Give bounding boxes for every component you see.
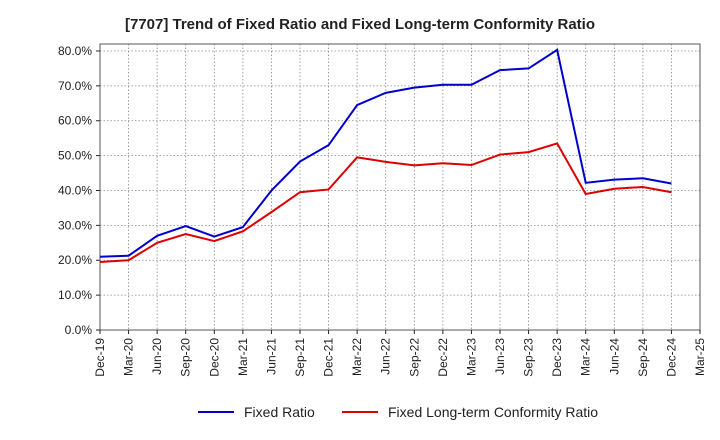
y-tick-label: 60.0%: [58, 114, 92, 128]
x-tick-label: Jun-23: [493, 338, 507, 375]
x-tick-label: Jun-21: [264, 338, 278, 375]
legend-label-fixed-long-term-conformity-ratio: Fixed Long-term Conformity Ratio: [388, 404, 599, 420]
legend-item-fixed-ratio: Fixed Ratio: [198, 404, 315, 420]
y-tick-label: 0.0%: [65, 323, 93, 337]
y-tick-label: 30.0%: [58, 218, 92, 232]
x-tick-label: Mar-23: [464, 338, 478, 376]
y-tick-label: 40.0%: [58, 183, 92, 197]
x-tick-label: Mar-20: [122, 338, 136, 376]
series-line-fixed-long-term-conformity-ratio: [99, 142, 672, 263]
x-tick-label: Mar-24: [579, 338, 593, 376]
x-tick-label: Dec-20: [207, 338, 221, 377]
legend: Fixed Ratio Fixed Long-term Conformity R…: [0, 404, 720, 428]
y-tick-label: 20.0%: [58, 253, 92, 267]
series-line-fixed-ratio: [99, 48, 672, 258]
x-tick-label: Jun-22: [379, 338, 393, 375]
x-tick-label: Dec-22: [436, 338, 450, 377]
legend-item-fixed-long-term-conformity-ratio: Fixed Long-term Conformity Ratio: [342, 404, 598, 420]
y-tick-label: 80.0%: [58, 44, 92, 58]
x-tick-label: Mar-21: [236, 338, 250, 376]
x-tick-label: Sep-20: [179, 338, 193, 377]
x-tick-label: Sep-22: [407, 338, 421, 377]
x-tick-label: Dec-21: [322, 338, 336, 377]
x-tick-label: Jun-24: [607, 338, 621, 375]
y-tick-label: 10.0%: [58, 288, 92, 302]
legend-swatch-fixed-ratio: [198, 411, 234, 413]
x-tick-label: Dec-23: [550, 338, 564, 377]
x-tick-label: Sep-23: [522, 338, 536, 377]
x-tick-label: Sep-24: [636, 338, 650, 377]
x-tick-label: Mar-22: [350, 338, 364, 376]
x-tick-label: Sep-21: [293, 338, 307, 377]
legend-swatch-fixed-long-term-conformity-ratio: [342, 411, 378, 413]
y-tick-label: 50.0%: [58, 149, 92, 163]
plot-frame: [99, 43, 701, 331]
chart-title: [7707] Trend of Fixed Ratio and Fixed Lo…: [124, 16, 596, 33]
x-tick-label: Dec-24: [664, 338, 678, 377]
y-tick-label: 70.0%: [58, 79, 92, 93]
x-tick-label: Dec-19: [93, 338, 107, 377]
x-tick-label: Mar-25: [693, 338, 707, 376]
x-tick-label: Jun-20: [150, 338, 164, 375]
legend-label-fixed-ratio: Fixed Ratio: [244, 404, 315, 420]
